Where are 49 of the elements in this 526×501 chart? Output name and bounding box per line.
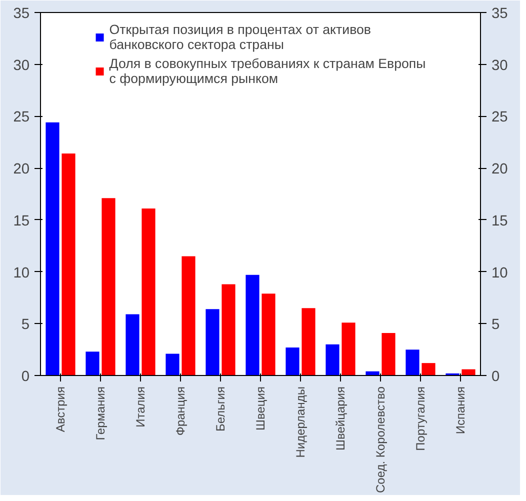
bar [286,347,300,376]
bar [422,363,436,376]
y-tick-label: 0 [21,369,30,385]
bar [86,352,100,376]
legend-label: Открытая позиция в процентах от активов банковского сектора страны [109,22,372,52]
bar [406,350,420,376]
y2-tick-label: 30 [492,58,508,74]
y-tick-label: 15 [13,213,30,230]
bar [302,308,316,376]
bar [126,314,140,376]
x-tick-label: Швейцария [334,386,348,451]
x-tick-label: Соед. Королевство [374,386,388,493]
y2-tick-label: 25 [492,110,508,126]
y-tick-label: 10 [13,265,30,282]
y-tick-label: 5 [21,317,30,334]
y2-tick-label: 10 [492,265,508,282]
bar [462,369,476,376]
bar [62,154,76,376]
bar [142,208,156,376]
bar [222,284,236,376]
bar [166,354,180,376]
x-tick-label: Австрия [54,386,68,432]
legend-label: Доля в совокупных требованиях к странам Европы с формирующимся рынком [109,56,426,86]
bar [246,274,260,376]
x-tick-label: Швеция [254,386,268,430]
y2-tick-label: 35 [492,6,508,22]
x-tick-label: Португалия [414,386,428,451]
y-tick-label: 35 [13,6,30,22]
x-tick-label: Бельгия [214,386,228,432]
bar [342,322,356,376]
x-tick-label: Италия [134,386,148,428]
y2-tick-label: 5 [492,317,500,334]
y2-tick-label: 0 [492,369,500,385]
y2-tick-label: 20 [492,162,508,178]
bar [262,294,276,376]
bar [206,309,220,376]
bar [382,332,396,376]
bar [46,122,60,376]
y-tick-label: 30 [13,58,30,74]
x-tick-label: Германия [94,386,108,440]
bar [182,256,196,376]
bar [102,198,116,376]
y-tick-label: 20 [13,162,30,178]
y2-tick-label: 15 [492,213,508,230]
x-tick-label: Испания [454,386,468,434]
bar [326,344,340,376]
x-tick-label: Франция [174,386,188,436]
y-tick-label: 25 [13,110,30,126]
x-tick-label: Нидерланды [294,386,308,458]
